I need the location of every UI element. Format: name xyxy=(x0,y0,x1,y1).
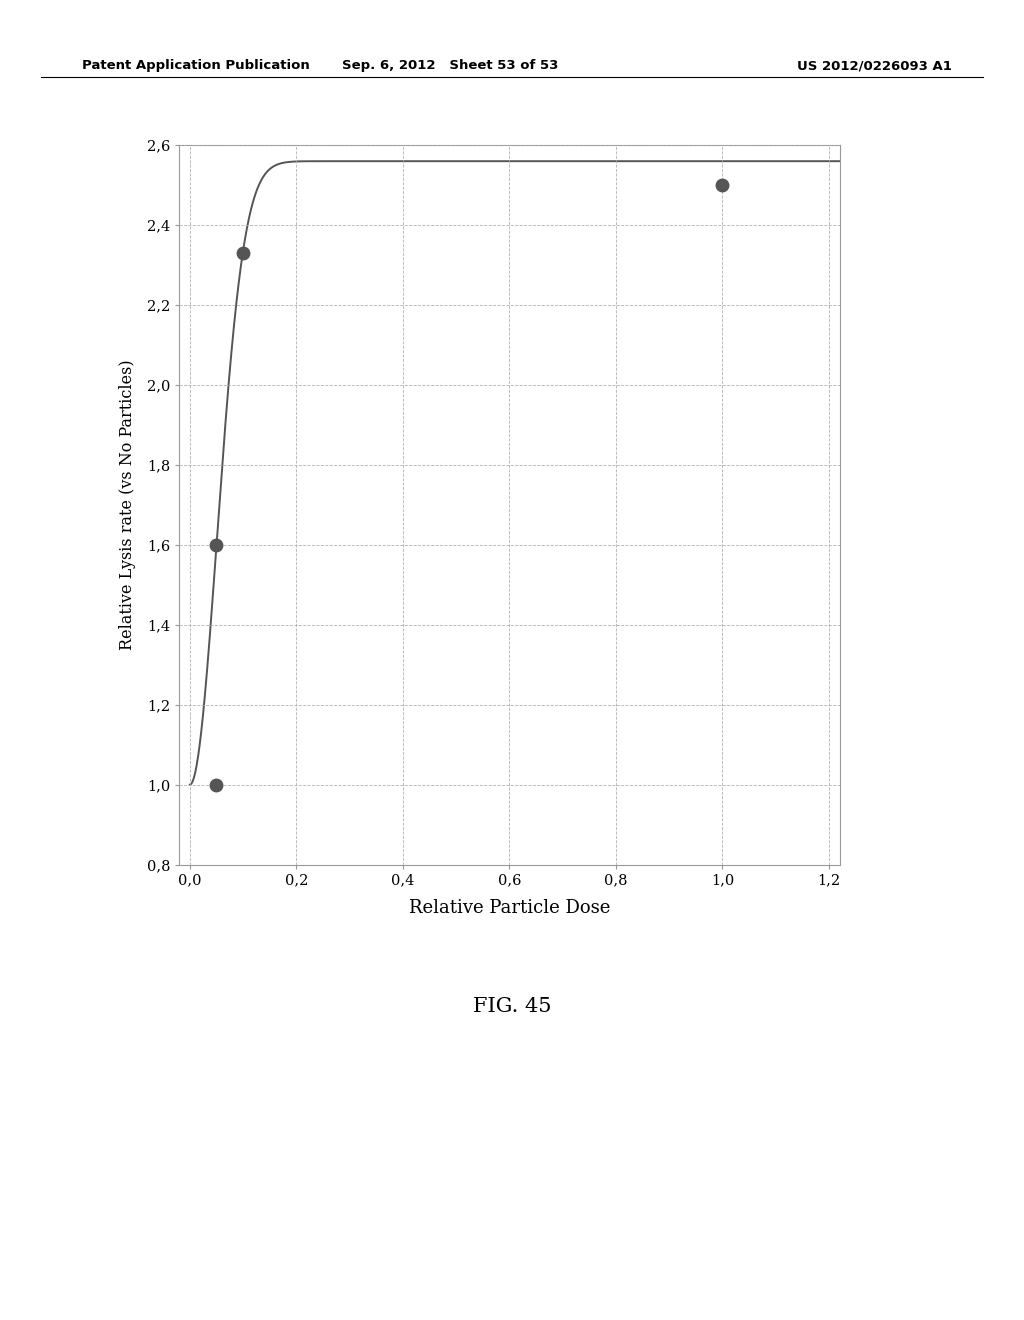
Text: Patent Application Publication: Patent Application Publication xyxy=(82,59,309,73)
Text: Sep. 6, 2012   Sheet 53 of 53: Sep. 6, 2012 Sheet 53 of 53 xyxy=(342,59,559,73)
Y-axis label: Relative Lysis rate (vs No Particles): Relative Lysis rate (vs No Particles) xyxy=(119,359,135,651)
Text: US 2012/0226093 A1: US 2012/0226093 A1 xyxy=(798,59,952,73)
X-axis label: Relative Particle Dose: Relative Particle Dose xyxy=(409,899,610,916)
Text: FIG. 45: FIG. 45 xyxy=(473,997,551,1015)
